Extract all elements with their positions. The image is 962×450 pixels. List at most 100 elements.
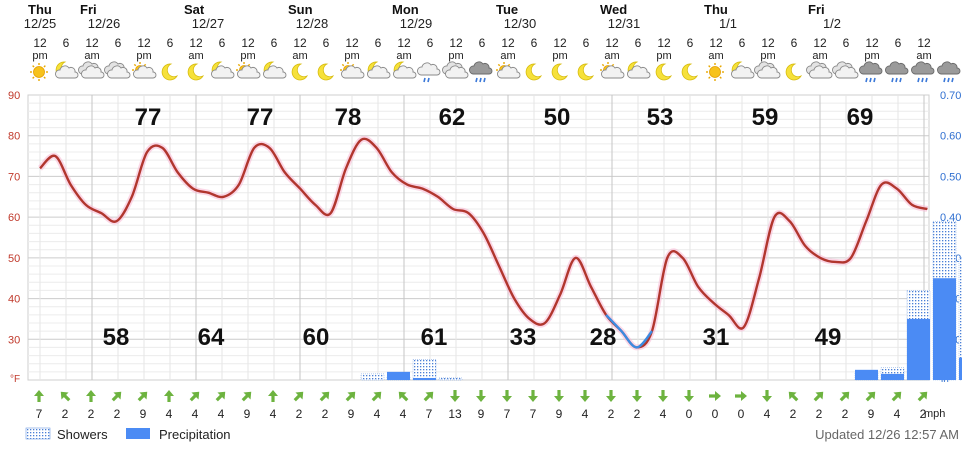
moon-cloud-icon: [627, 61, 651, 79]
wind-arrow-icon: [891, 391, 902, 402]
temperature-line-freezing: [605, 314, 653, 349]
wind-arrow-shape: [813, 391, 824, 402]
wind-arrow-icon: [580, 390, 590, 402]
wind-arrow-icon: [813, 391, 824, 402]
moon-shape: [187, 63, 205, 81]
moon-icon: [785, 63, 803, 81]
rain-drop: [899, 77, 902, 83]
moon-icon: [525, 63, 543, 81]
rain-drop: [943, 77, 946, 83]
moon-cloud-icon: [731, 61, 755, 79]
rain-drop: [873, 77, 876, 83]
hour-label: 12: [865, 36, 879, 50]
wind-arrow-shape: [34, 390, 44, 402]
wind-arrow-shape: [215, 391, 226, 402]
day-name: Wed: [600, 2, 627, 17]
cloud-shape: [937, 61, 961, 75]
hour-label: 6: [791, 36, 798, 50]
hour-label: 12: [241, 36, 255, 50]
hour-label: 6: [583, 36, 590, 50]
wind-arrow-icon: [632, 390, 642, 402]
day-date: 1/1: [719, 16, 737, 31]
wind-arrow-shape: [189, 391, 200, 402]
wind-arrow-shape: [345, 391, 356, 402]
rain-drop: [921, 77, 924, 83]
high-temp-label: 62: [439, 104, 466, 131]
hour-ampm: pm: [448, 50, 463, 62]
wind-arrow-shape: [476, 390, 486, 402]
moon-cloud-icon: [55, 61, 79, 79]
day-date: 12/30: [504, 16, 537, 31]
wind-arrow-icon: [788, 391, 799, 402]
hour-label: 12: [761, 36, 775, 50]
wind-speed: 4: [218, 407, 225, 421]
day-name: Tue: [496, 2, 518, 17]
moon-cloud-icon: [263, 61, 287, 79]
wind-speed: 13: [448, 407, 462, 421]
low-temp-label: 60: [303, 324, 330, 351]
wind-arrow-shape: [762, 390, 772, 402]
hour-ampm: pm: [240, 50, 255, 62]
hour-label: 6: [219, 36, 226, 50]
wind-arrow-icon: [502, 390, 512, 402]
rain-cloud-icon: [885, 61, 909, 83]
sun-ray: [351, 63, 355, 67]
legend-precipitation-swatch: [126, 428, 150, 439]
precipitation-bar: [959, 357, 962, 380]
wind-arrow-shape: [60, 391, 71, 402]
moon-icon: [161, 63, 179, 81]
temperature-line: [39, 137, 928, 349]
wind-arrow-icon: [450, 390, 460, 402]
temp-axis-tick: 80: [8, 131, 20, 143]
rain-drop: [951, 77, 954, 83]
wind-speed: 2: [322, 407, 329, 421]
moon-icon: [577, 63, 595, 81]
wind-arrow-shape: [709, 391, 721, 401]
low-temp-label: 61: [421, 324, 448, 351]
cloud-icon: [442, 61, 469, 79]
high-temp-label: 78: [335, 104, 362, 131]
rain-drop: [475, 77, 478, 83]
precipitation-bar: [907, 318, 930, 380]
low-temp-label: 49: [815, 324, 842, 351]
moon-shape: [577, 63, 595, 81]
wind-arrow-shape: [111, 391, 122, 402]
cloud-shape: [211, 65, 235, 79]
cloud-shape: [627, 65, 651, 79]
high-temp-label: 59: [752, 104, 779, 131]
moon-icon: [317, 63, 335, 81]
wind-unit: mph: [924, 408, 945, 420]
cloud-shape: [445, 65, 469, 79]
wind-arrow-shape: [164, 390, 174, 402]
wind-speed: 2: [634, 407, 641, 421]
hour-label: 12: [345, 36, 359, 50]
hour-ampm: am: [188, 50, 203, 62]
low-temp-label: 64: [198, 324, 225, 351]
rain-drop: [865, 77, 868, 83]
wind-speed: 2: [296, 407, 303, 421]
rain-drop: [427, 77, 430, 83]
showers-bar: [438, 377, 463, 381]
wind-speed: 4: [894, 407, 901, 421]
hour-label: 6: [271, 36, 278, 50]
day-date: 1/2: [823, 16, 841, 31]
cloud-shape: [133, 65, 157, 79]
wind-arrow-icon: [345, 391, 356, 402]
day-name: Thu: [28, 2, 52, 17]
rain-drop: [483, 77, 486, 83]
cloud-shape: [55, 65, 79, 79]
hour-ampm: pm: [344, 50, 359, 62]
precipitation-bar: [881, 373, 904, 380]
cloud-shape: [497, 65, 521, 79]
wind-speed: 4: [374, 407, 381, 421]
wind-speed: 9: [556, 407, 563, 421]
sun-ray: [247, 63, 251, 67]
high-temp-label: 77: [135, 104, 162, 131]
hour-label: 6: [739, 36, 746, 50]
wind-arrow-shape: [268, 390, 278, 402]
wind-arrow-icon: [528, 390, 538, 402]
rain-drop: [423, 77, 426, 83]
day-name: Thu: [704, 2, 728, 17]
rain-drop: [917, 77, 920, 83]
